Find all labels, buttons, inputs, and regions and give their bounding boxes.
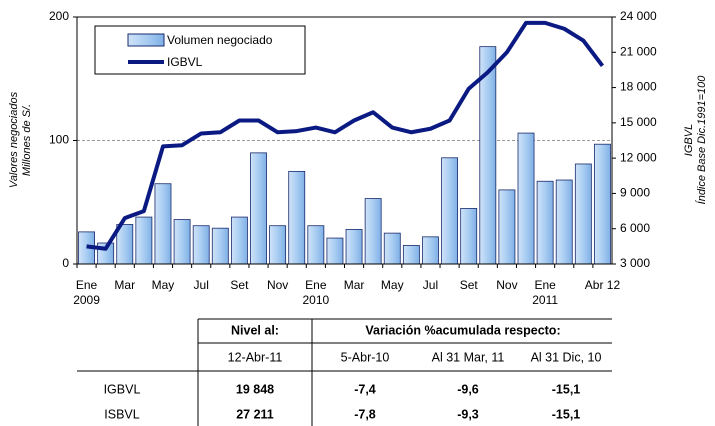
bar bbox=[307, 225, 325, 265]
x-tick-label: Nov bbox=[496, 278, 517, 292]
y2-tick-label: 3 000 bbox=[620, 256, 650, 270]
y2-tick-label: 21 000 bbox=[620, 44, 657, 58]
table-cell: -7,8 bbox=[354, 407, 376, 421]
bar bbox=[230, 216, 248, 265]
table-cell: IGBVL bbox=[104, 382, 141, 396]
y2-tick-label: 9 000 bbox=[620, 186, 650, 200]
bar bbox=[173, 219, 191, 265]
table-cell: ISBVL bbox=[104, 407, 139, 421]
y-tick-label: 100 bbox=[49, 133, 69, 147]
y2-tick-label: 6 000 bbox=[620, 221, 650, 235]
table-subheader: 5-Abr-10 bbox=[341, 350, 390, 364]
bar bbox=[192, 225, 210, 265]
table-subheader: 12-Abr-11 bbox=[228, 350, 283, 364]
table-subheader: Al 31 Dic, 10 bbox=[531, 350, 602, 364]
bar bbox=[250, 152, 267, 265]
table-cell: 27 211 bbox=[236, 407, 274, 421]
table-cell: -9,3 bbox=[457, 407, 479, 421]
y2-axis-label: IGBVL bbox=[683, 124, 695, 156]
bar bbox=[517, 132, 535, 265]
table-cell: -15,1 bbox=[552, 382, 581, 396]
bar bbox=[288, 170, 306, 265]
bar bbox=[211, 227, 229, 265]
table-header: Variación %acumulada respecto: bbox=[365, 323, 560, 337]
bar bbox=[574, 163, 592, 265]
x-tick-label: May bbox=[152, 278, 175, 292]
x-tick-label: Set bbox=[230, 278, 249, 292]
bar bbox=[441, 157, 459, 265]
table-cell: -7,4 bbox=[354, 382, 376, 396]
legend-label: IGBVL bbox=[167, 55, 203, 69]
y2-tick-label: 15 000 bbox=[620, 115, 657, 129]
bar bbox=[383, 232, 401, 265]
bar bbox=[555, 179, 573, 265]
bar bbox=[594, 143, 611, 265]
y2-tick-label: 12 000 bbox=[620, 150, 657, 164]
table-header: Nivel al: bbox=[231, 323, 279, 337]
table-cell: 19 848 bbox=[236, 382, 274, 396]
x-tick-label: Jul bbox=[423, 278, 438, 292]
legend-label: Volumen negociado bbox=[167, 33, 273, 47]
y2-axis-label: Índice Base Dic.1991=100 bbox=[695, 75, 708, 205]
legend-swatch bbox=[127, 33, 165, 47]
bar bbox=[154, 183, 172, 265]
bar bbox=[345, 229, 363, 265]
x-tick-label: Jul bbox=[194, 278, 209, 292]
x-tick-label: Ene bbox=[534, 278, 556, 292]
table-cell: -9,6 bbox=[457, 382, 479, 396]
bar bbox=[135, 216, 153, 265]
bar bbox=[536, 180, 554, 265]
bar bbox=[498, 189, 516, 265]
y-tick-label: 0 bbox=[62, 256, 69, 270]
bar bbox=[364, 198, 382, 265]
x-tick-label: Ene bbox=[76, 278, 98, 292]
x-tick-label: May bbox=[381, 278, 404, 292]
x-tick-label: Nov bbox=[267, 278, 288, 292]
x-year-label: 2009 bbox=[73, 293, 100, 307]
y2-tick-label: 24 000 bbox=[620, 9, 657, 23]
y-tick-label: 200 bbox=[49, 9, 69, 23]
bar bbox=[402, 245, 420, 265]
bar bbox=[422, 236, 439, 265]
y-axis-label: Millones de S/. bbox=[21, 104, 33, 176]
bar bbox=[326, 237, 344, 265]
x-tick-label: Abr 12 bbox=[585, 278, 621, 292]
plot-frame bbox=[76, 16, 613, 265]
bar bbox=[460, 208, 478, 265]
y2-tick-label: 18 000 bbox=[620, 80, 657, 94]
x-year-label: 2010 bbox=[302, 293, 329, 307]
bar bbox=[269, 225, 287, 265]
x-tick-label: Mar bbox=[114, 278, 135, 292]
x-tick-label: Set bbox=[460, 278, 479, 292]
x-tick-label: Ene bbox=[305, 278, 327, 292]
x-year-label: 2011 bbox=[532, 293, 558, 307]
y-axis-label: Valores negociados bbox=[8, 91, 20, 188]
line bbox=[86, 20, 605, 251]
table-subheader: Al 31 Mar, 11 bbox=[432, 350, 505, 364]
table-cell: -15,1 bbox=[552, 407, 581, 421]
x-tick-label: Mar bbox=[344, 278, 365, 292]
